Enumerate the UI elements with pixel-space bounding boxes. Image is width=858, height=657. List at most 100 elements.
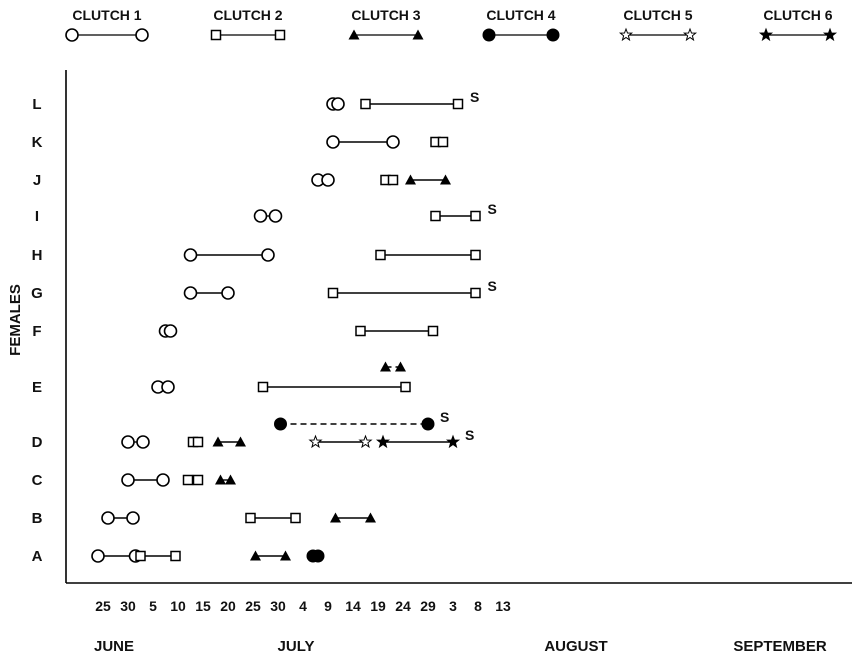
month-label: AUGUST	[544, 638, 607, 655]
interval-start-marker	[360, 98, 371, 110]
interval-start-marker	[375, 249, 386, 261]
legend-marker	[682, 27, 698, 42]
x-tick-label: 29	[420, 598, 436, 614]
interval-end-marker	[192, 474, 204, 486]
interval-start-marker	[327, 287, 339, 299]
interval-start-marker	[91, 549, 105, 563]
interval-start-marker	[135, 550, 146, 562]
interval-end-marker	[136, 435, 150, 449]
female-label: K	[32, 134, 43, 151]
female-label: D	[32, 434, 43, 451]
interval-end-marker	[470, 210, 481, 222]
x-tick-label: 24	[395, 598, 411, 614]
interval-start-marker	[253, 209, 268, 223]
legend-label: CLUTCH 3	[351, 7, 420, 23]
month-label: JUNE	[94, 638, 134, 655]
interval-end-marker	[170, 550, 181, 562]
legend-marker	[482, 28, 496, 42]
x-tick-label: 9	[324, 598, 332, 614]
female-label: A	[32, 548, 43, 565]
survived-label: S	[488, 201, 497, 217]
x-tick-label: 4	[299, 598, 307, 614]
interval-start-marker	[183, 286, 198, 300]
x-tick-label: 5	[149, 598, 157, 614]
interval-end-marker	[445, 434, 461, 449]
x-tick-label: 25	[245, 598, 261, 614]
x-tick-label: 19	[370, 598, 386, 614]
interval-start-marker	[101, 511, 115, 525]
x-tick-label: 15	[195, 598, 211, 614]
legend-label: CLUTCH 1	[72, 7, 141, 23]
female-label: B	[32, 510, 43, 527]
interval-end-marker	[386, 135, 400, 149]
interval-start-marker	[380, 361, 391, 372]
interval-start-marker	[245, 512, 256, 524]
month-labels: JUNE JULY AUGUST SEPTEMBER	[94, 638, 827, 655]
interval-end-marker	[395, 361, 406, 372]
interval-end-marker	[268, 209, 283, 223]
interval-start-marker	[274, 417, 287, 431]
legend-marker	[210, 29, 222, 41]
interval-end-marker	[235, 436, 246, 447]
interval-start-marker	[355, 325, 366, 337]
interval-start-marker	[330, 512, 341, 523]
interval-end-marker	[331, 97, 345, 111]
x-tick-label: 3	[449, 598, 457, 614]
legend-marker	[546, 28, 560, 42]
legend-label: CLUTCH 4	[486, 7, 555, 23]
interval-start-marker	[257, 381, 269, 393]
x-tick-label: 10	[170, 598, 186, 614]
legend-marker	[65, 28, 79, 42]
month-label: SEPTEMBER	[733, 638, 827, 655]
legend-marker	[758, 27, 774, 42]
legend-marker	[412, 29, 424, 40]
x-tick-label: 8	[474, 598, 482, 614]
axes: FEMALES	[7, 70, 852, 584]
interval-end-marker	[280, 550, 291, 561]
interval-end-marker	[156, 473, 170, 487]
legend-marker	[822, 27, 838, 42]
interval-start-marker	[405, 174, 416, 185]
legend-marker	[618, 27, 634, 42]
x-tick-label: 14	[345, 598, 361, 614]
legend-marker	[274, 29, 286, 41]
legend-marker	[135, 28, 149, 42]
interval-end-marker	[161, 380, 175, 394]
interval-end-marker	[440, 174, 451, 185]
female-label: C	[32, 472, 43, 489]
legend-label: CLUTCH 5	[623, 7, 692, 23]
interval-end-marker	[452, 98, 464, 110]
interval-end-marker	[400, 381, 411, 393]
interval-start-marker	[375, 434, 391, 449]
female-label: G	[31, 285, 43, 302]
y-axis-title: FEMALES	[7, 284, 24, 356]
interval-end-marker	[311, 549, 325, 563]
interval-end-marker	[358, 434, 373, 449]
interval-start-marker	[430, 210, 441, 222]
interval-end-marker	[421, 417, 435, 431]
interval-start-marker	[250, 550, 261, 561]
female-label: E	[32, 379, 42, 396]
survived-label: S	[488, 278, 497, 294]
female-label: L	[32, 96, 41, 113]
interval-end-marker	[261, 248, 275, 262]
interval-start-marker	[215, 474, 226, 485]
interval-start-marker	[212, 436, 224, 447]
month-label: JULY	[278, 638, 315, 655]
x-tick-label: 30	[270, 598, 286, 614]
interval-end-marker	[470, 249, 481, 261]
x-tick-label: 30	[120, 598, 136, 614]
interval-end-marker	[126, 511, 140, 525]
interval-end-marker	[290, 512, 301, 524]
x-tick-label: 20	[220, 598, 236, 614]
interval-end-marker	[387, 174, 399, 186]
survived-label: S	[470, 89, 479, 105]
female-label: J	[33, 172, 41, 189]
interval-end-marker	[365, 512, 376, 523]
interval-start-marker	[308, 434, 323, 449]
interval-end-marker	[192, 436, 204, 448]
interval-end-marker	[321, 173, 335, 187]
female-label: I	[35, 208, 39, 225]
